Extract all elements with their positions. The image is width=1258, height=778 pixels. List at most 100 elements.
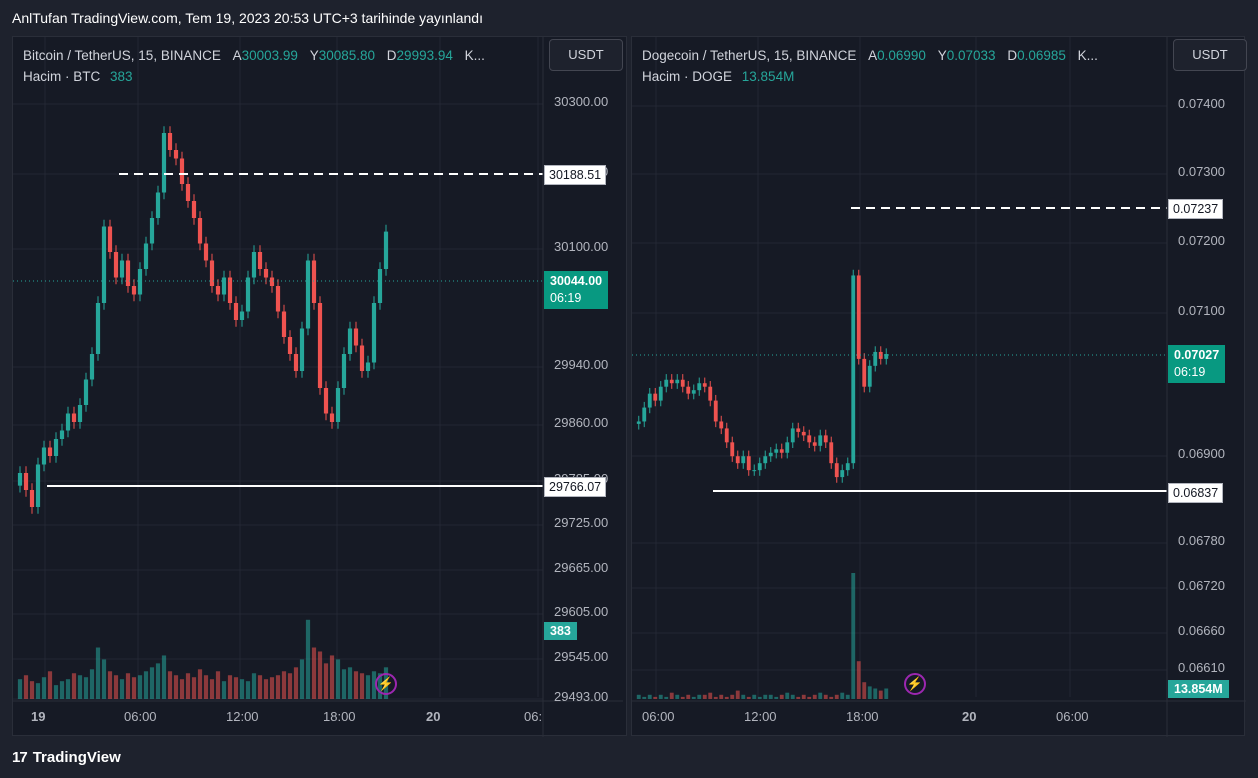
volume-bar [664,696,669,699]
btc-volume-label[interactable]: Hacim · BTC [23,69,101,84]
doge-high-label: Y [937,48,947,63]
doge-volume-tag: 13.854M [1168,680,1229,698]
volume-bar [83,677,89,699]
doge-ohlc-row: Dogecoin / TetherUS, 15, BINANCE A0.0699… [642,45,1098,66]
volume-bar [365,675,371,699]
candle-body [636,421,641,424]
volume-bar [719,694,724,699]
doge-volume-label[interactable]: Hacim · DOGE [642,69,733,84]
candle-body [371,303,377,363]
price-tick-label: 29940.00 [554,357,609,372]
volume-bar [131,677,137,699]
lightning-icon[interactable]: ⚡ [375,673,397,695]
btc-low-value: 29993.94 [396,48,453,63]
time-tick-label: 19 [31,709,46,724]
volume-bar [29,681,35,699]
volume-bar [730,694,735,699]
candle-body [768,452,773,457]
volume-bar [359,673,365,699]
candle-body [829,442,834,464]
volume-bar [47,671,53,699]
volume-bar [185,673,191,699]
candle-body [785,442,790,453]
candle-body [664,379,669,387]
doge-currency-button[interactable]: USDT [1173,39,1247,71]
publication-caption: AnlTufan TradingView.com, Tem 19, 2023 2… [12,10,483,26]
candle-body [113,252,119,278]
candle-body [383,231,389,269]
btc-chart-panel[interactable]: Bitcoin / TetherUS, 15, BINANCE A30003.9… [12,36,628,737]
doge-chart-canvas[interactable] [632,37,1246,737]
volume-bar [167,671,173,699]
candle-body [47,447,53,456]
doge-chart-panel[interactable]: Dogecoin / TetherUS, 15, BINANCE A0.0699… [631,36,1247,737]
candle-body [840,470,845,478]
time-tick-label: 06:00 [1056,709,1089,724]
candle-body [185,184,191,201]
volume-bar [669,692,674,699]
btc-open-label: A [232,48,242,63]
volume-bar [101,659,107,699]
volume-bar [724,696,729,699]
candle-body [873,351,878,366]
btc-volume-row: Hacim · BTC 383 [23,66,485,87]
candle-body [697,383,702,391]
candle-body [746,456,751,471]
volume-bar [812,694,817,699]
candle-body [329,413,335,422]
time-tick-label: 18:00 [323,709,356,724]
candle-body [774,449,779,453]
time-tick-label: 06:00 [124,709,157,724]
btc-legend: Bitcoin / TetherUS, 15, BINANCE A30003.9… [23,45,485,87]
volume-bar [779,694,784,699]
btc-symbol[interactable]: Bitcoin / TetherUS, 15, BINANCE [23,48,221,63]
lightning-icon[interactable]: ⚡ [904,673,926,695]
candle-body [281,311,287,337]
candle-body [807,435,812,443]
candle-body [17,473,23,486]
btc-currency-button[interactable]: USDT [549,39,623,71]
doge-support-tag: 0.06837 [1168,483,1224,503]
candle-body [735,456,740,464]
volume-bar [227,675,233,699]
candle-body [741,456,746,464]
candle-body [790,428,795,443]
volume-bar [209,679,215,699]
volume-bar [53,685,59,699]
candle-body [702,383,707,387]
volume-bar [275,675,281,699]
candle-body [101,226,107,303]
volume-bar [137,675,143,699]
candle-body [131,286,137,295]
candle-body [763,456,768,464]
doge-high-value: 0.07033 [946,48,996,63]
tradingview-footer[interactable]: 17 TradingView [12,746,121,768]
volume-bar [702,694,707,699]
candle-body [299,328,305,371]
volume-bar [763,694,768,699]
candle-body [818,435,823,446]
volume-bar [287,673,293,699]
candle-body [233,303,239,320]
doge-symbol[interactable]: Dogecoin / TetherUS, 15, BINANCE [642,48,857,63]
btc-support-tag: 29766.07 [544,477,607,497]
volume-bar [741,694,746,699]
candle-body [89,354,95,380]
volume-bar [341,669,347,699]
candle-body [119,260,125,278]
volume-bar [35,683,41,699]
candle-body [675,379,680,384]
btc-close-label: K... [464,48,485,63]
volume-bar [873,688,878,699]
candle-body [851,275,856,464]
candle-body [41,447,47,465]
volume-bar [371,671,377,699]
volume-bar [697,694,702,699]
volume-bar [119,679,125,699]
candle-body [335,388,341,422]
volume-bar [691,696,696,699]
volume-bar [17,679,23,699]
candle-body [53,439,59,456]
btc-chart-canvas[interactable] [13,37,628,737]
volume-bar [774,696,779,699]
